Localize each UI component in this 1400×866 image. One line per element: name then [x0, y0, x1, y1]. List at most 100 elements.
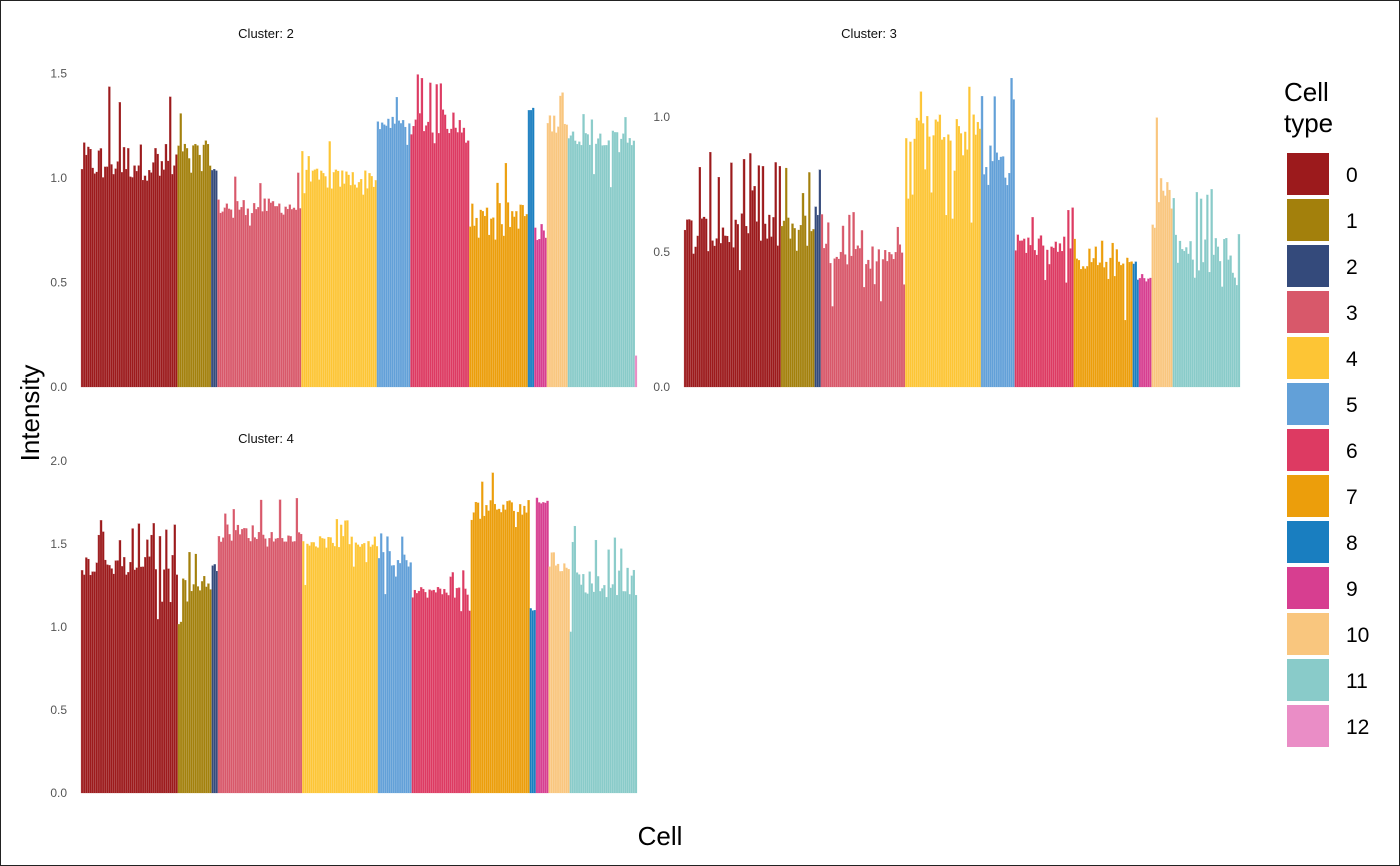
bar-celltype-0 — [165, 529, 168, 794]
bar-celltype-0 — [740, 213, 744, 388]
bar-celltype-0 — [160, 601, 164, 794]
bar-celltype-4 — [310, 542, 313, 794]
bar-celltype-7 — [1088, 248, 1091, 388]
legend-swatch-11 — [1287, 659, 1329, 701]
bar-celltype-7 — [504, 509, 507, 794]
bar-celltype-0 — [738, 270, 741, 388]
bar-celltype-7 — [512, 510, 515, 794]
bar-celltype-2 — [213, 564, 216, 794]
bar-celltype-7 — [474, 501, 478, 794]
bar-celltype-0 — [719, 243, 723, 388]
bar-celltype-4 — [333, 546, 336, 794]
bar-celltype-5 — [1008, 173, 1011, 388]
bar-celltype-3 — [862, 287, 866, 388]
bar-celltype-3 — [274, 538, 277, 794]
bar-celltype-0 — [736, 224, 739, 388]
bar-celltype-10 — [550, 131, 554, 388]
bar-celltype-3 — [284, 206, 287, 388]
bar-celltype-3 — [223, 207, 226, 388]
bar-celltype-4 — [964, 131, 967, 388]
bar-celltype-11 — [603, 145, 606, 388]
bar-celltype-11 — [620, 548, 623, 794]
bar-celltype-6 — [1022, 238, 1026, 388]
bar-celltype-0 — [131, 177, 134, 388]
bar-celltype-5 — [396, 560, 400, 794]
bar-celltype-7 — [1073, 238, 1076, 388]
bar-celltype-1 — [192, 584, 195, 794]
bar-celltype-0 — [759, 240, 763, 388]
legend-swatch-12 — [1287, 705, 1329, 747]
bar-celltype-4 — [371, 544, 374, 794]
bar-celltype-11 — [607, 549, 610, 794]
bar-celltype-7 — [515, 211, 518, 388]
bar-celltype-5 — [390, 565, 393, 794]
bar-celltype-11 — [601, 145, 604, 388]
bar-celltype-6 — [462, 570, 465, 794]
bar-celltype-0 — [778, 166, 781, 388]
bar-celltype-3 — [858, 248, 862, 388]
bar-celltype-11 — [622, 133, 625, 388]
bar-celltype-9 — [538, 239, 541, 388]
bar-celltype-11 — [615, 594, 619, 794]
bar-celltype-3 — [294, 209, 298, 388]
bar-celltype-0 — [766, 238, 769, 388]
bar-celltype-10 — [1157, 202, 1161, 388]
bar-celltype-3 — [287, 535, 290, 794]
bar-celltype-11 — [588, 571, 591, 794]
bar-celltype-11 — [573, 525, 577, 794]
bar-celltype-1 — [204, 140, 207, 388]
bar-celltype-4 — [357, 182, 361, 388]
bar-celltype-3 — [231, 217, 235, 388]
bar-celltype-6 — [1035, 254, 1038, 388]
bar-celltype-3 — [252, 203, 256, 388]
bar-celltype-3 — [255, 538, 259, 794]
bar-celltype-10 — [565, 124, 568, 388]
bar-celltype-0 — [91, 167, 94, 388]
y-tick-label: 0.0 — [50, 380, 67, 394]
bar-celltype-5 — [389, 127, 392, 388]
bar-celltype-10 — [558, 571, 562, 794]
bar-celltype-0 — [164, 144, 168, 388]
bar-celltype-4 — [375, 546, 379, 794]
y-tick-label: 1.5 — [50, 66, 67, 80]
bar-celltype-6 — [432, 589, 435, 794]
bar-celltype-12 — [634, 355, 638, 388]
bar-celltype-11 — [630, 575, 633, 794]
bar-celltype-5 — [399, 123, 403, 388]
bar-celltype-11 — [1172, 198, 1175, 388]
bar-celltype-5 — [382, 552, 385, 794]
legend-label-11: 11 — [1346, 670, 1368, 693]
bar-celltype-0 — [160, 161, 163, 388]
bar-celltype-5 — [1006, 185, 1009, 388]
bar-celltype-6 — [445, 128, 449, 388]
bar-celltype-8 — [533, 610, 537, 794]
y-tick-label: 0.0 — [50, 786, 67, 800]
bar-celltype-1 — [207, 583, 210, 794]
bar-celltype-3 — [286, 208, 289, 388]
bar-celltype-5 — [388, 551, 391, 794]
bar-celltype-0 — [97, 534, 101, 794]
bar-celltype-4 — [356, 544, 360, 794]
bar-celltype-0 — [158, 536, 162, 794]
bar-celltype-4 — [945, 215, 948, 388]
bar-celltype-6 — [441, 594, 444, 794]
bar-celltype-3 — [875, 261, 878, 388]
bar-celltype-5 — [407, 566, 410, 794]
bar-celltype-3 — [871, 246, 874, 388]
bar-celltype-11 — [603, 585, 606, 794]
bar-celltype-5 — [383, 124, 386, 388]
bar-celltype-4 — [913, 138, 916, 388]
y-tick-label: 0.5 — [653, 245, 670, 259]
bar-celltype-2 — [816, 214, 819, 388]
bar-celltype-0 — [124, 169, 128, 388]
bar-celltype-6 — [426, 597, 429, 794]
bar-celltype-7 — [1077, 260, 1081, 388]
bar-celltype-3 — [265, 210, 268, 388]
bar-celltype-4 — [365, 562, 368, 794]
bar-celltype-0 — [80, 570, 84, 794]
bar-celltype-10 — [563, 123, 566, 388]
bar-celltype-5 — [985, 167, 988, 388]
bar-celltype-6 — [1054, 241, 1057, 388]
bar-celltype-0 — [85, 154, 88, 388]
bar-celltype-0 — [156, 619, 160, 794]
